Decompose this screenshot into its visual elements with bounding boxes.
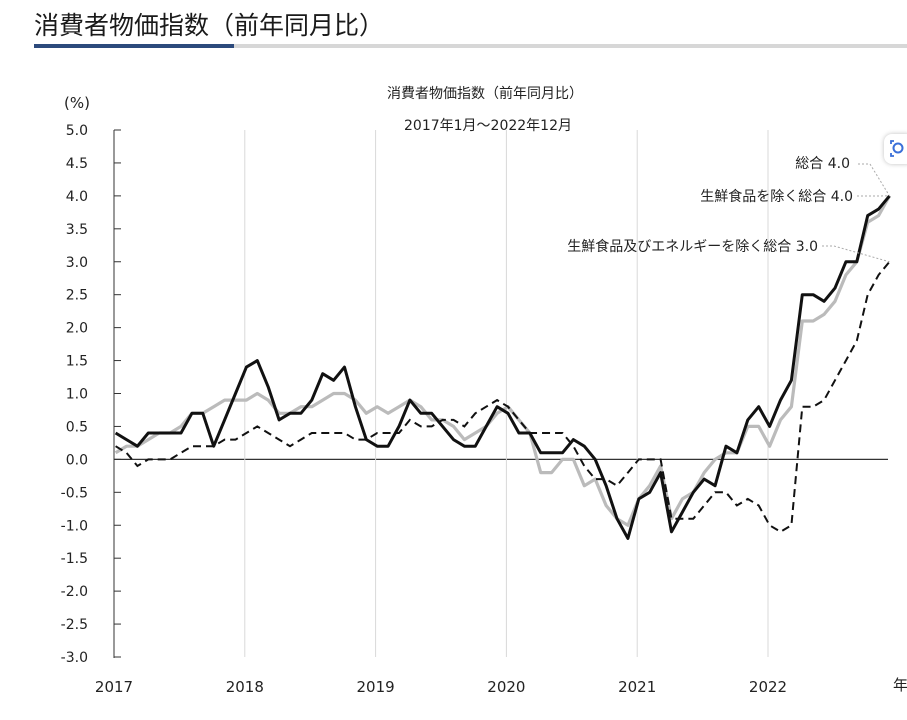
series-end-label: 生鮮食品及びエネルギーを除く総合 3.0 bbox=[567, 238, 818, 255]
x-axis: 2017 2018 2019 2020 2021 2022 bbox=[95, 678, 787, 696]
y-tick-label: -2.0 bbox=[61, 584, 88, 600]
y-tick-label: 2.5 bbox=[66, 288, 88, 304]
title-divider-accent bbox=[34, 44, 234, 48]
y-axis: 5.0 4.5 4.0 3.5 3.0 2.5 2.0 1.5 1.0 0.5 0.0 -0.5 -1.… bbox=[61, 123, 121, 666]
y-tick-label: -2.5 bbox=[61, 617, 88, 633]
series-labels: 総合 4.0 生鮮食品を除く総合 4.0 生鮮食品及びエネルギーを除く総合 3.0 bbox=[567, 156, 890, 263]
label-leader-line bbox=[858, 163, 890, 197]
x-axis-unit: 年 bbox=[893, 676, 907, 694]
y-tick-label: 2.0 bbox=[66, 321, 88, 337]
series-end-label: 生鮮食品を除く総合 4.0 bbox=[700, 188, 853, 205]
chart-svg: 5.0 4.5 4.0 3.5 3.0 2.5 2.0 1.5 1.0 0.5 0.0 -0.5 -1.… bbox=[61, 85, 907, 696]
zoom-button[interactable] bbox=[884, 134, 907, 164]
y-tick-label: -1.0 bbox=[61, 518, 88, 534]
zoom-icon bbox=[890, 140, 904, 157]
x-tick-label: 2019 bbox=[357, 678, 395, 696]
title-divider bbox=[34, 44, 907, 48]
y-tick-label: 0.0 bbox=[66, 452, 88, 468]
label-leader-line bbox=[822, 245, 890, 263]
chart-title: 消費者物価指数（前年同月比） bbox=[387, 85, 583, 102]
y-tick-label: 0.5 bbox=[66, 419, 88, 435]
x-tick-label: 2017 bbox=[95, 678, 133, 696]
x-tick-label: 2018 bbox=[226, 678, 264, 696]
series-line-sogo bbox=[114, 194, 891, 540]
y-tick-label: 1.5 bbox=[66, 354, 88, 370]
series-lines bbox=[114, 194, 891, 540]
y-tick-label: 1.0 bbox=[66, 387, 88, 403]
y-tick-label: 5.0 bbox=[66, 123, 88, 139]
y-axis-unit: (%) bbox=[64, 94, 90, 112]
y-tick-label: -0.5 bbox=[61, 485, 88, 501]
series-end-label: 総合 4.0 bbox=[795, 156, 850, 172]
series-line-core-core bbox=[115, 261, 891, 533]
chart-gridlines bbox=[114, 130, 888, 657]
cpi-chart: 5.0 4.5 4.0 3.5 3.0 2.5 2.0 1.5 1.0 0.5 0.0 -0.5 -1.… bbox=[0, 50, 907, 720]
page-title: 消費者物価指数（前年同月比） bbox=[34, 11, 385, 40]
y-tick-label: 3.0 bbox=[66, 255, 88, 271]
y-tick-label: 4.5 bbox=[66, 156, 88, 172]
x-tick-label: 2020 bbox=[487, 678, 525, 696]
y-tick-label: -1.5 bbox=[61, 551, 88, 567]
x-tick-label: 2021 bbox=[618, 678, 656, 696]
x-tick-label: 2022 bbox=[749, 678, 787, 696]
chart-subtitle: 2017年1月～2022年12月 bbox=[404, 118, 572, 134]
y-tick-label: 4.0 bbox=[66, 189, 88, 205]
y-tick-label: 3.5 bbox=[66, 222, 88, 238]
y-tick-label: -3.0 bbox=[61, 650, 88, 666]
